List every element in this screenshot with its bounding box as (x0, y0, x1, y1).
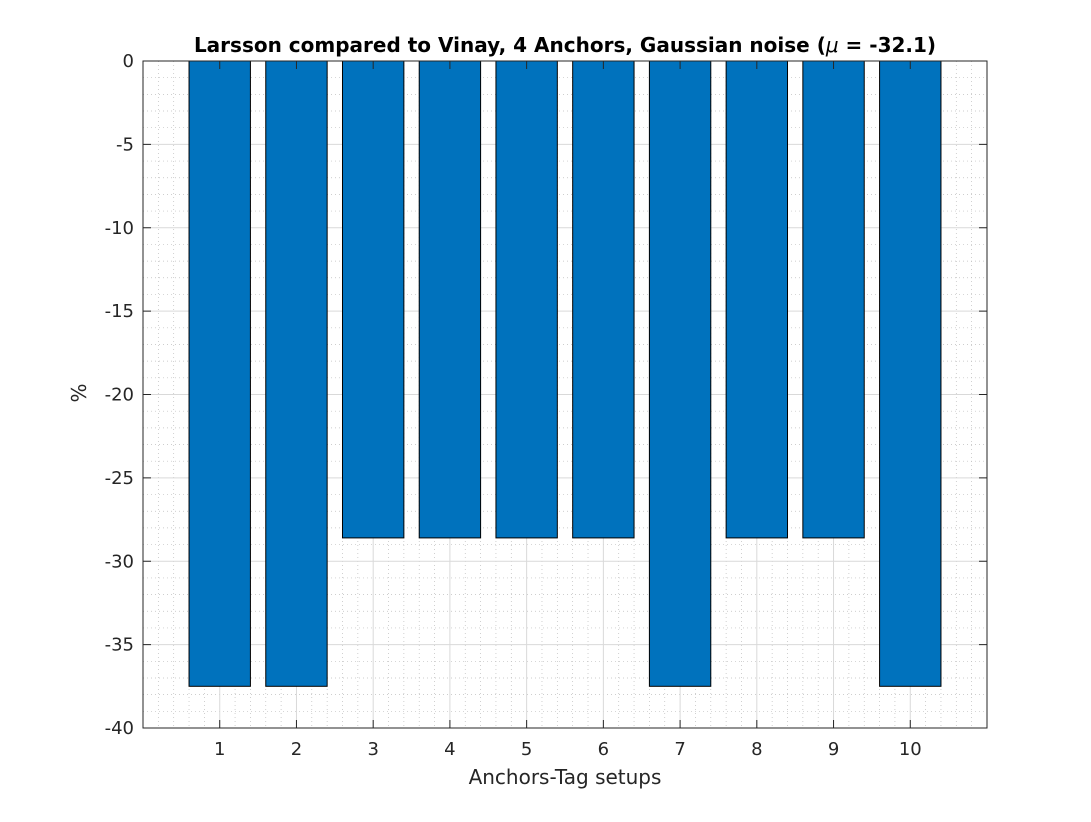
x-tick-label: 4 (444, 739, 455, 760)
bar-1 (188, 60, 251, 687)
chart-title-prefix: Larsson compared to Vinay, 4 Anchors, Ga… (194, 33, 826, 57)
y-tick-label: -40 (105, 718, 134, 739)
x-tick-label: 8 (751, 739, 762, 760)
x-axis-label: Anchors-Tag setups (469, 765, 662, 789)
bar-8 (725, 60, 789, 539)
x-tick-label: 1 (214, 739, 225, 760)
chart-title-suffix: = -32.1) (839, 33, 936, 57)
y-tick-label: -30 (105, 551, 134, 572)
x-tick-label: 9 (828, 739, 839, 760)
bar-3 (341, 60, 405, 539)
y-tick-label: -15 (105, 301, 134, 322)
y-tick-label: -35 (105, 635, 134, 656)
bar-7 (648, 60, 712, 687)
y-tick-label: 0 (123, 51, 134, 72)
x-tick-label: 10 (899, 739, 922, 760)
ticks: 1 2 3 4 5 6 7 8 9 10 0 -5 -10 -15 -20 -25 -30 -35 -40 (105, 51, 987, 760)
x-tick-label: 2 (291, 739, 302, 760)
bar-10 (879, 60, 942, 687)
bar-2 (265, 60, 328, 687)
bar-5 (495, 60, 558, 539)
y-tick-label: -10 (105, 218, 134, 239)
y-axis-label: % (67, 383, 91, 402)
y-tick-label: -25 (105, 468, 134, 489)
bar-4 (418, 60, 482, 539)
y-tick-label: -20 (105, 385, 134, 406)
bar-6 (572, 60, 635, 539)
bars (188, 60, 942, 687)
x-tick-label: 3 (367, 739, 378, 760)
y-tick-label: -5 (116, 134, 134, 155)
bar-9 (802, 60, 865, 539)
chart-title-mu: μ (825, 33, 839, 57)
x-tick-label: 7 (674, 739, 685, 760)
x-tick-label: 6 (598, 739, 609, 760)
x-tick-label: 5 (521, 739, 532, 760)
chart-title: Larsson compared to Vinay, 4 Anchors, Ga… (194, 33, 936, 57)
